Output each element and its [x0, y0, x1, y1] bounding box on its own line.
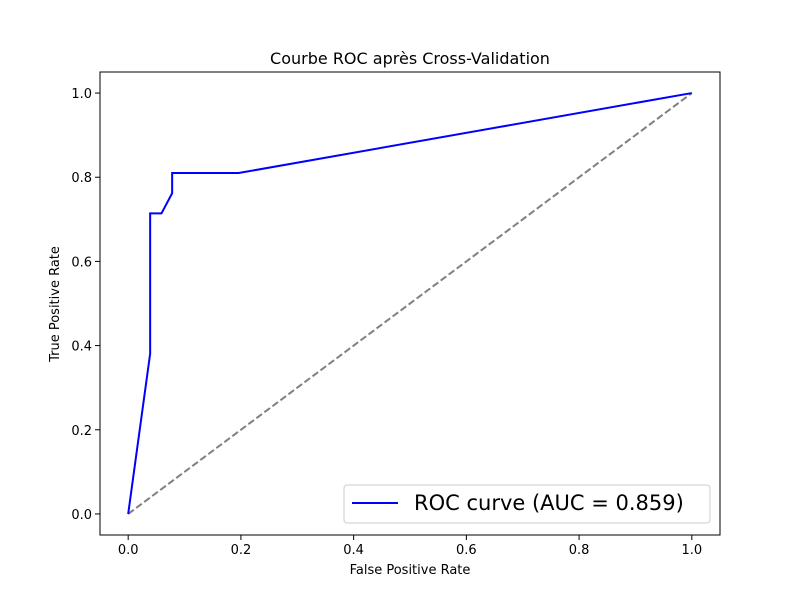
y-tick-label: 0.0	[71, 508, 92, 523]
y-axis-label: True Positive Rate	[48, 246, 63, 363]
plot-area: 0.0 0.2 0.4 0.6 0.8 1.0 0.0 0.2 0.4 0.6 0.8 1.0	[71, 71, 721, 558]
x-tick-label: 0.2	[231, 543, 252, 558]
legend-label: ROC curve (AUC = 0.859)	[414, 491, 684, 515]
chance-diagonal-line	[127, 92, 693, 515]
x-tick-label: 0.6	[456, 543, 477, 558]
y-tick-label: 0.8	[71, 171, 92, 186]
chart-title: Courbe ROC après Cross-Validation	[270, 49, 550, 68]
x-tick-label: 0.4	[343, 543, 364, 558]
x-axis-label: False Positive Rate	[350, 563, 471, 578]
y-tick-label: 0.2	[71, 424, 92, 439]
y-tick-label: 1.0	[71, 87, 92, 102]
x-tick-label: 0.0	[118, 543, 139, 558]
x-tick-label: 0.8	[569, 543, 590, 558]
axes-frame	[99, 71, 721, 536]
x-tick-label: 1.0	[681, 543, 702, 558]
roc-curve-line	[127, 92, 692, 515]
legend: ROC curve (AUC = 0.859)	[343, 484, 711, 524]
y-tick-label: 0.4	[71, 340, 92, 355]
y-tick-label: 0.6	[71, 255, 92, 270]
legend-box	[343, 484, 711, 524]
